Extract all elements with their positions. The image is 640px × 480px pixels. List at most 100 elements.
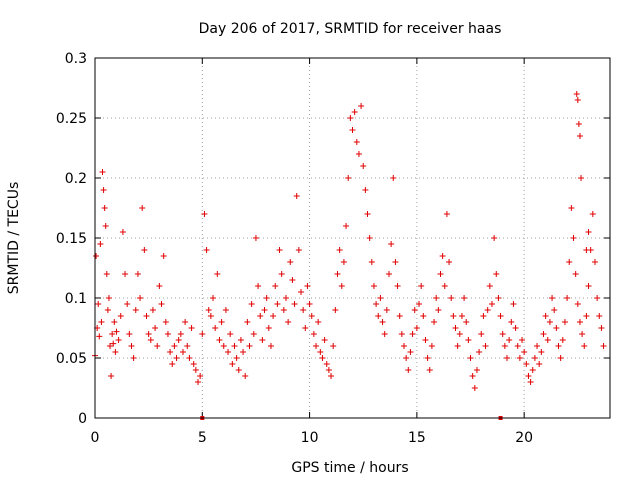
data-point [355,151,362,157]
data-point [439,253,446,259]
data-point [216,337,223,343]
data-point [394,283,401,289]
data-point [589,211,596,217]
data-point [568,205,575,211]
data-point [257,313,264,319]
data-point [506,337,513,343]
data-point [413,325,420,331]
data-point [338,283,345,289]
y-tick-label: 0.15 [56,231,87,247]
data-point [405,367,412,373]
data-point [302,325,309,331]
data-point [570,235,577,241]
data-point [467,355,474,361]
data-point [225,349,232,355]
data-point [375,313,382,319]
data-point [544,337,551,343]
data-point [478,331,485,337]
data-point [373,301,380,307]
data-point [233,355,240,361]
data-point [546,319,553,325]
data-point [431,319,438,325]
x-tick-label: 5 [198,430,207,446]
data-point [536,361,543,367]
axis-ticks: 0 0.05 0.1 0.15 0.2 0.25 0.3 0 5 10 15 20 [56,51,610,446]
data-point [579,331,586,337]
data-point [461,295,468,301]
data-point [139,205,146,211]
data-point [422,337,429,343]
data-point [353,139,360,145]
data-point [370,283,377,289]
data-point [448,295,455,301]
data-point [110,340,117,347]
data-point [527,379,534,385]
data-point [349,127,356,133]
data-point [252,235,259,241]
data-point [456,331,463,337]
data-point [113,328,120,335]
data-point [184,343,191,349]
data-point [162,319,169,325]
data-point [313,343,320,349]
data-point [499,331,506,337]
data-point [463,319,470,325]
data-point [112,349,119,355]
data-point [332,307,339,313]
data-point [495,295,502,301]
data-point [465,337,472,343]
data-point [289,277,296,283]
data-point [154,343,161,349]
y-tick-label: 0.1 [65,291,87,307]
data-point [379,319,386,325]
data-point [516,355,523,361]
data-point [591,259,598,265]
data-point [126,331,133,337]
data-point [529,367,536,373]
data-point [109,331,116,337]
data-point [218,319,225,325]
data-point [600,343,607,349]
data-point [237,337,244,343]
grid [95,58,610,418]
data-point [450,313,457,319]
data-point [383,307,390,313]
data-point [368,259,375,265]
data-point [265,325,272,331]
data-point [362,187,369,193]
data-point [171,343,178,349]
data-point [149,307,156,313]
data-point [334,271,341,277]
data-point [525,373,532,379]
data-point [93,253,100,259]
data-point [130,355,137,361]
data-point [418,283,425,289]
data-point [182,319,189,325]
data-point [491,235,498,241]
data-point [240,349,247,355]
data-point [401,343,407,349]
data-point [557,355,564,361]
data-point [540,331,547,337]
data-point [538,349,545,355]
data-point [428,343,435,349]
data-point [576,319,583,325]
data-point [469,373,476,379]
data-point [484,307,491,313]
data-point [596,313,603,319]
data-point [117,313,124,319]
data-point [534,343,541,349]
data-point [242,373,249,379]
data-point [559,337,566,343]
data-point [336,247,343,253]
data-point [107,343,114,349]
data-point [300,307,307,313]
data-point [272,283,279,289]
data-point [315,319,322,325]
data-point [480,313,487,319]
data-point [134,271,141,277]
data-point [551,307,558,313]
data-point [321,337,328,343]
data-point [137,295,144,301]
